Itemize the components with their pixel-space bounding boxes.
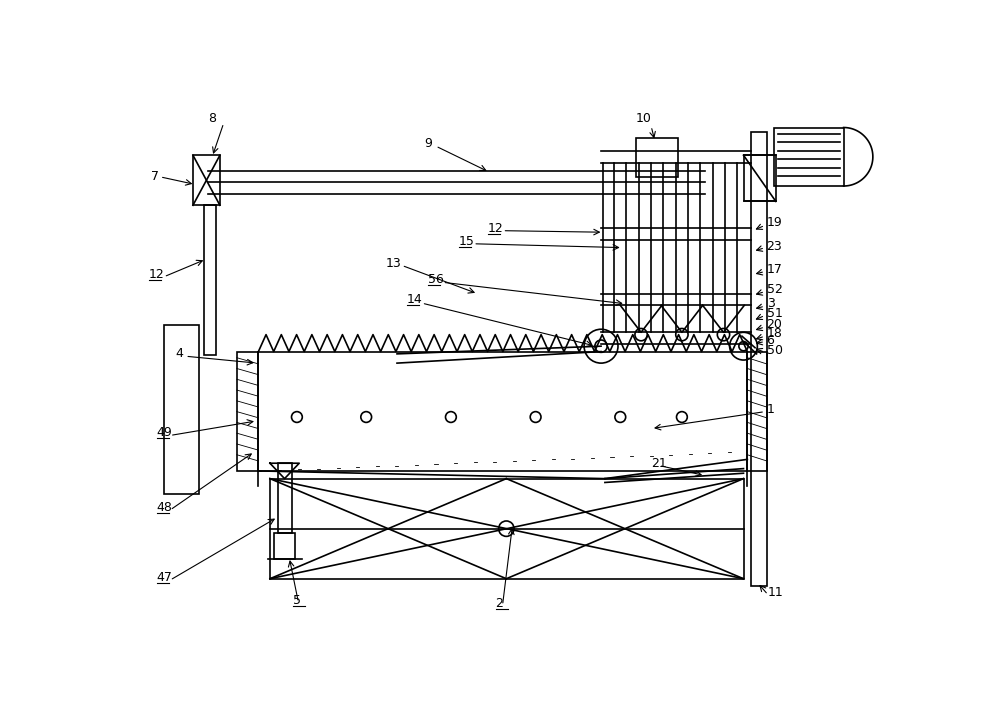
- Text: 19: 19: [767, 216, 782, 230]
- Text: 8: 8: [208, 112, 216, 125]
- Bar: [193, 155, 220, 205]
- Bar: [744, 155, 776, 201]
- Text: 2: 2: [496, 597, 503, 610]
- Text: 23: 23: [767, 240, 782, 253]
- Text: 20: 20: [767, 318, 782, 331]
- Bar: [164, 324, 199, 494]
- Text: 51: 51: [767, 306, 782, 319]
- Bar: [774, 128, 844, 186]
- Text: 1: 1: [767, 403, 774, 416]
- Text: 47: 47: [157, 571, 173, 584]
- Text: 48: 48: [157, 501, 173, 514]
- Text: 14: 14: [407, 294, 423, 306]
- Text: 4: 4: [175, 347, 183, 360]
- Bar: [270, 478, 744, 579]
- Text: 15: 15: [459, 235, 474, 248]
- Text: 11: 11: [768, 586, 784, 599]
- Text: 5: 5: [293, 594, 301, 606]
- Text: 10: 10: [636, 112, 652, 125]
- Text: 13: 13: [385, 256, 401, 269]
- Text: 6: 6: [767, 334, 774, 347]
- Text: 12: 12: [149, 268, 165, 281]
- Bar: [747, 352, 767, 471]
- Text: 12: 12: [488, 222, 504, 235]
- Bar: [204, 205, 216, 355]
- Text: 9: 9: [424, 137, 432, 150]
- Bar: [274, 533, 295, 559]
- Text: 21: 21: [651, 457, 667, 470]
- Bar: [636, 138, 678, 177]
- Text: 3: 3: [767, 297, 774, 310]
- Bar: [278, 463, 292, 533]
- Text: 7: 7: [151, 170, 159, 183]
- Text: 17: 17: [767, 263, 782, 276]
- Text: 56: 56: [428, 274, 444, 286]
- Bar: [237, 352, 258, 471]
- Text: 18: 18: [767, 327, 782, 340]
- Text: 49: 49: [157, 426, 173, 439]
- Text: 52: 52: [767, 284, 782, 296]
- Bar: [751, 132, 767, 586]
- Text: 50: 50: [767, 344, 783, 357]
